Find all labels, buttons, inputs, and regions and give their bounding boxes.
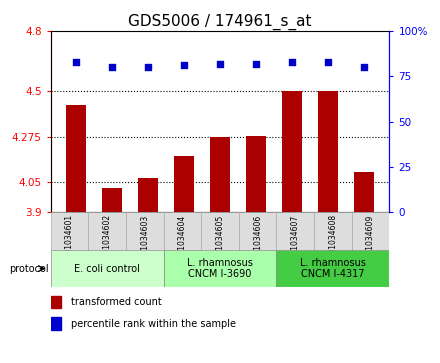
Point: [73, 59, 80, 65]
Bar: [51, 295, 61, 308]
Bar: [138, 178, 158, 212]
Point: [325, 59, 332, 65]
Point: [253, 61, 260, 66]
Text: L. rhamnosus
CNCM I-4317: L. rhamnosus CNCM I-4317: [300, 258, 366, 280]
Bar: [126, 212, 164, 250]
Text: GSM1034609: GSM1034609: [366, 214, 375, 265]
Text: E. coli control: E. coli control: [74, 264, 140, 274]
Point: [216, 61, 224, 66]
Bar: [174, 156, 194, 212]
Text: GSM1034607: GSM1034607: [291, 214, 300, 265]
Bar: [239, 212, 276, 250]
Title: GDS5006 / 174961_s_at: GDS5006 / 174961_s_at: [128, 13, 312, 29]
Bar: [201, 212, 239, 250]
Bar: [51, 250, 164, 287]
Point: [108, 64, 115, 70]
Bar: [314, 212, 352, 250]
Bar: [51, 317, 61, 330]
Bar: [102, 188, 122, 212]
Bar: [164, 212, 201, 250]
Text: GSM1034602: GSM1034602: [103, 214, 112, 265]
Bar: [354, 172, 374, 212]
Text: GSM1034606: GSM1034606: [253, 214, 262, 265]
Bar: [276, 250, 389, 287]
Text: GSM1034601: GSM1034601: [65, 214, 74, 265]
Text: GSM1034608: GSM1034608: [328, 214, 337, 265]
Text: GSM1034605: GSM1034605: [216, 214, 224, 265]
Point: [180, 62, 187, 68]
Bar: [276, 212, 314, 250]
Point: [289, 59, 296, 65]
Point: [360, 64, 367, 70]
Bar: [66, 106, 86, 212]
Bar: [88, 212, 126, 250]
Text: protocol: protocol: [9, 264, 48, 274]
Point: [144, 64, 151, 70]
Bar: [282, 91, 302, 212]
Text: transformed count: transformed count: [71, 297, 161, 307]
Bar: [352, 212, 389, 250]
Text: GSM1034603: GSM1034603: [140, 214, 149, 265]
Bar: [210, 137, 230, 212]
Text: GSM1034604: GSM1034604: [178, 214, 187, 265]
Bar: [318, 91, 338, 212]
Bar: [246, 136, 266, 212]
Bar: [51, 212, 88, 250]
Text: L. rhamnosus
CNCM I-3690: L. rhamnosus CNCM I-3690: [187, 258, 253, 280]
Bar: [164, 250, 276, 287]
Text: percentile rank within the sample: percentile rank within the sample: [71, 318, 236, 329]
